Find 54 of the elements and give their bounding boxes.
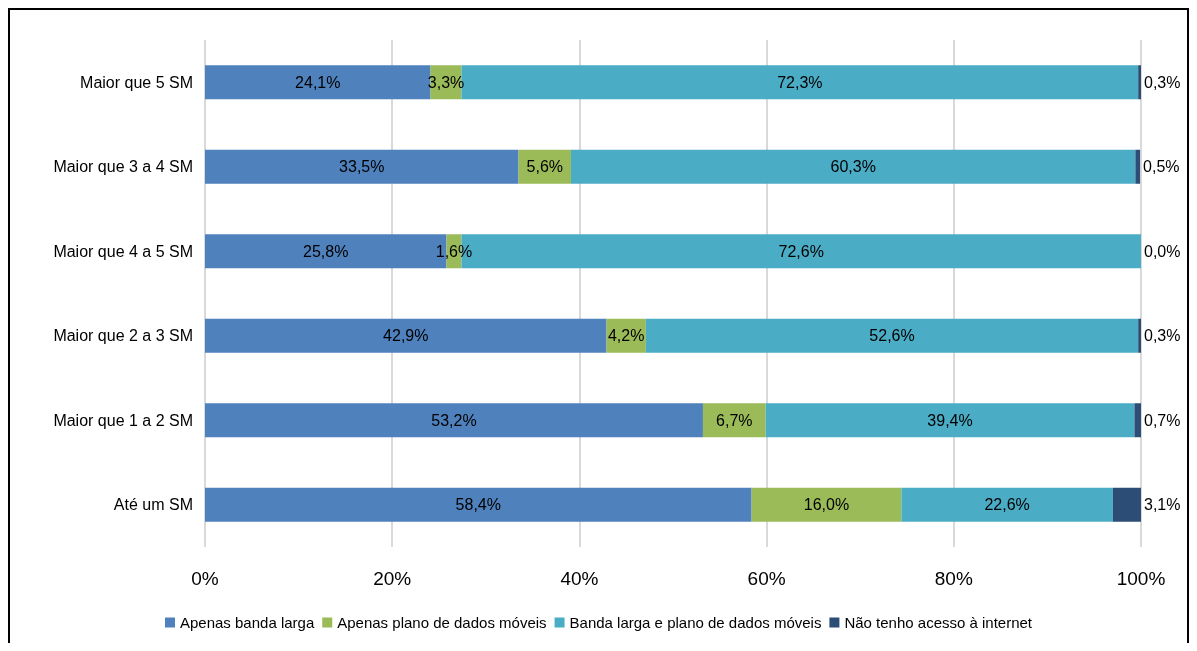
data-label: 24,1% — [295, 73, 341, 91]
bar — [205, 149, 519, 184]
bar — [205, 318, 607, 353]
y-tick-label: Maior que 3 a 4 SM — [53, 158, 193, 176]
x-tick-label: 80% — [934, 568, 973, 589]
x-tick-label: 20% — [373, 568, 412, 589]
data-label: 1,6% — [435, 242, 473, 260]
x-tick-label: 100% — [1116, 568, 1166, 589]
data-label: 25,8% — [303, 242, 349, 260]
data-label: 72,3% — [777, 73, 823, 91]
y-tick-label: Até um SM — [113, 496, 193, 514]
data-label: 0,0% — [1144, 242, 1181, 260]
bar — [702, 403, 766, 438]
data-label: 0,5% — [1143, 158, 1180, 176]
data-label: 52,6% — [869, 327, 915, 345]
x-tick-label: 40% — [560, 568, 599, 589]
legend-label: Apenas banda larga — [179, 614, 315, 631]
data-label: 0,7% — [1144, 411, 1181, 429]
bar — [645, 318, 1139, 353]
data-label: 22,6% — [984, 496, 1030, 514]
bar — [1112, 487, 1141, 522]
bar — [570, 149, 1136, 184]
data-label: 33,5% — [339, 158, 385, 176]
data-label: 0,3% — [1144, 73, 1181, 91]
data-label: 60,3% — [830, 158, 876, 176]
data-label: 6,7% — [716, 411, 753, 429]
legend-label: Banda larga e plano de dados móveis — [569, 614, 822, 631]
bar — [205, 487, 752, 522]
bar — [1138, 65, 1141, 100]
data-label: 72,6% — [778, 242, 824, 260]
bar — [901, 487, 1113, 522]
data-label: 0,3% — [1144, 327, 1181, 345]
y-tick-label: Maior que 2 a 3 SM — [53, 327, 193, 345]
data-label: 58,4% — [455, 496, 501, 514]
data-label: 39,4% — [927, 411, 973, 429]
x-tick-label: 0% — [191, 568, 219, 589]
bar — [751, 487, 902, 522]
bar — [1138, 318, 1141, 353]
data-label: 4,2% — [607, 327, 645, 345]
data-label: 53,2% — [431, 411, 477, 429]
x-tick-label: 60% — [747, 568, 786, 589]
y-tick-label: Maior que 1 a 2 SM — [53, 411, 193, 429]
legend-label: Apenas plano de dados móveis — [337, 614, 547, 631]
y-tick-label: Maior que 5 SM — [80, 73, 193, 91]
bar — [765, 403, 1135, 438]
data-label: 3,1% — [1144, 496, 1181, 514]
bar — [205, 403, 703, 438]
data-label: 42,9% — [383, 327, 429, 345]
y-tick-label: Maior que 4 a 5 SM — [53, 242, 193, 260]
data-label: 5,6% — [526, 158, 563, 176]
data-label: 16,0% — [803, 496, 850, 514]
legend-label: Não tenho acesso à internet — [844, 614, 1033, 631]
bar — [1134, 403, 1141, 438]
bar — [1135, 149, 1141, 184]
